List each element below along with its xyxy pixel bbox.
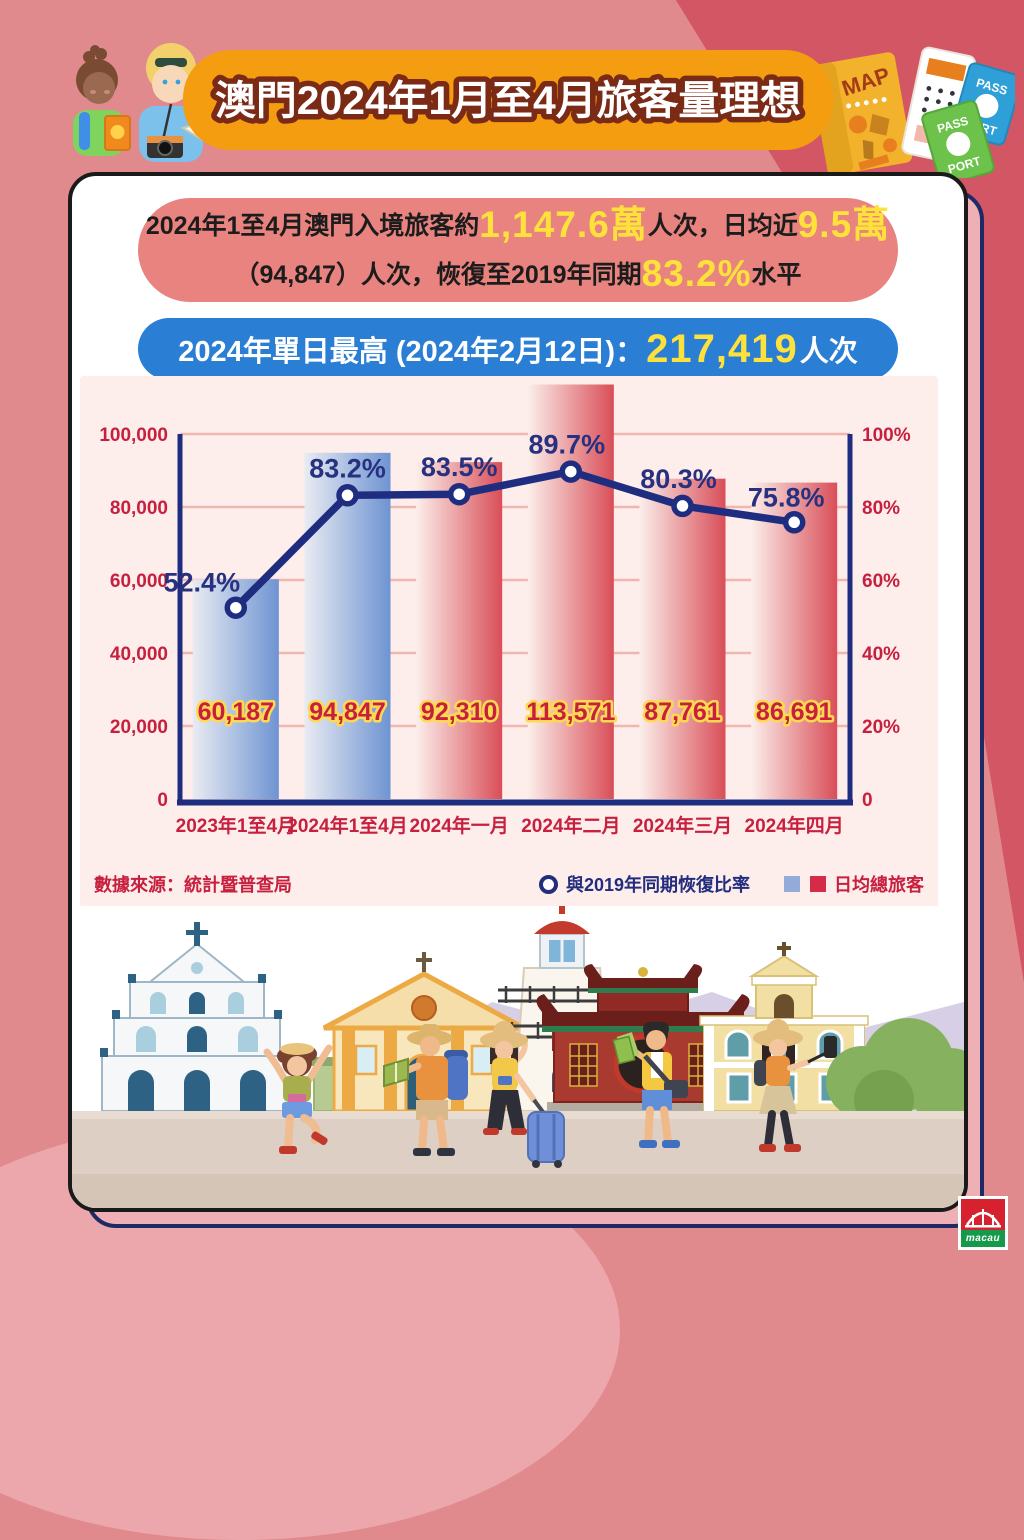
main-card: 2024年1至4月澳門入境旅客約1,147.6萬人次，日均近9.5萬 （94,8…	[68, 172, 968, 1212]
bar-legend-blue-swatch-icon	[784, 876, 800, 892]
peak-label: 2024年單日最高 (2024年2月12日)：	[178, 336, 645, 368]
right-axis-tick: 80%	[862, 498, 900, 519]
bar-value-label: 92,310	[421, 698, 497, 726]
tourist-backpacker-illustration	[383, 1024, 468, 1156]
title-text-graphic: 澳門2024年1月至4月旅客量理想	[210, 74, 807, 129]
left-axis-tick: 60,000	[110, 571, 168, 592]
line-marker	[224, 596, 248, 619]
recovery-rate-line	[232, 467, 798, 612]
traffic-chart: 60,187 94,847 92,310 113,571 87,761 86,691 100…	[99, 384, 911, 837]
line-point-label: 80.3%	[640, 464, 717, 494]
summary-l2-text1: （94,847）人次，恢復至2019年同期	[234, 261, 642, 289]
bar-value-label: 60,187	[198, 698, 274, 726]
left-axis-tick: 20,000	[110, 717, 168, 738]
x-axis-label: 2024年四月	[745, 814, 844, 837]
right-axis-tick: 0	[862, 790, 873, 811]
tourist-jumping-girl-illustration	[263, 1043, 333, 1154]
bar-value-label: 113,571	[526, 698, 615, 726]
line-point-label: 89.7%	[529, 430, 606, 460]
line-legend-marker-icon	[538, 874, 558, 894]
x-axis-label: 2024年1至4月	[287, 814, 407, 837]
line-point-label: 83.2%	[309, 453, 386, 483]
st-pauls-ruins-illustration	[100, 922, 294, 1112]
line-marker	[336, 484, 359, 507]
summary-l2-text2: 水平	[751, 261, 802, 289]
summary-line-2: （94,847）人次，恢復至2019年同期83.2%水平	[138, 251, 898, 298]
line-legend-label: 與2019年同期恢復比率	[565, 875, 750, 895]
peak-unit: 人次	[799, 336, 858, 368]
page-title: 澳門2024年1月至4月旅客量理想	[215, 79, 801, 123]
summary-pill: 2024年1至4月澳門入境旅客約1,147.6萬人次，日均近9.5萬 （94,8…	[138, 198, 898, 302]
travel-items-decoration-icon: MAP PASS PORT PASS PORT	[810, 46, 1015, 178]
right-axis-tick: 60%	[862, 571, 900, 592]
summary-l1-highlight1: 1,147.6萬	[479, 204, 648, 245]
bar-3	[527, 384, 614, 799]
bar-value-label: 87,761	[644, 698, 721, 726]
bar-value-label: 94,847	[309, 698, 385, 726]
left-axis-tick: 40,000	[110, 644, 168, 665]
line-point-label: 75.8%	[748, 482, 825, 512]
summary-l1-text2: 人次，日均近	[647, 212, 798, 240]
right-axis-tick: 40%	[862, 644, 900, 665]
bar-2	[416, 462, 503, 799]
bar-1	[304, 452, 391, 799]
tourist-waving-woman-illustration	[480, 1021, 565, 1168]
tourists-decoration-icon	[73, 43, 235, 162]
line-marker	[447, 482, 471, 506]
chart-legend: 與2019年同期恢復比率 日均總旅客	[538, 871, 924, 897]
tourist-man-with-tickets-illustration	[612, 1022, 688, 1148]
logo-wordmark: macau	[961, 1230, 1005, 1247]
x-axis-label: 2024年一月	[410, 814, 509, 837]
bar-4	[639, 478, 726, 799]
line-marker	[782, 511, 806, 534]
line-marker	[559, 460, 583, 483]
summary-l1-highlight2: 9.5萬	[797, 204, 891, 245]
left-axis-tick: 100,000	[99, 425, 168, 446]
right-axis-tick: 20%	[862, 717, 900, 738]
x-axis-label: 2023年1至4月	[176, 814, 296, 837]
bar-5	[751, 482, 838, 799]
chart-panel: 60,187 94,847 92,310 113,571 87,761 86,691 100…	[80, 376, 938, 908]
line-marker	[671, 494, 694, 518]
ruins-facade-icon	[965, 1209, 1001, 1228]
chart-footer: 數據來源：統計暨普查局 與2019年同期恢復比率 日均總旅客	[94, 866, 924, 902]
peak-value: 217,419	[646, 326, 798, 371]
macau-tourism-logo: macau	[958, 1196, 1008, 1250]
tourist-selfie-woman-illustration	[753, 1019, 837, 1152]
x-axis-label: 2024年三月	[633, 814, 732, 837]
green-passport-icon: PASS PORT	[921, 100, 995, 178]
line-point-label: 83.5%	[421, 452, 498, 482]
left-axis-tick: 0	[157, 790, 168, 811]
left-axis-tick: 80,000	[110, 498, 168, 519]
suitcase-illustration	[527, 1098, 565, 1168]
data-source: 數據來源：統計暨普查局	[94, 875, 292, 895]
bar-legend-label: 日均總旅客	[834, 875, 924, 895]
bar-value-label: 86,691	[756, 698, 833, 726]
title-banner: 澳門2024年1月至4月旅客量理想	[183, 50, 833, 150]
x-axis-label: 2024年二月	[521, 814, 620, 837]
summary-l1-text1: 2024年1至4月澳門入境旅客約	[145, 212, 480, 240]
summary-line-1: 2024年1至4月澳門入境旅客約1,147.6萬人次，日均近9.5萬	[138, 202, 898, 249]
bar-legend-red-swatch-icon	[810, 876, 826, 892]
macau-scene-illustration	[72, 906, 964, 1208]
summary-l2-highlight: 83.2%	[641, 253, 752, 294]
line-point-label: 52.4%	[164, 568, 241, 598]
right-axis-tick: 100%	[862, 425, 911, 446]
tourist-with-passport-icon	[73, 45, 131, 156]
peak-pill: 2024年單日最高 (2024年2月12日)： 217,419 人次	[138, 318, 898, 380]
